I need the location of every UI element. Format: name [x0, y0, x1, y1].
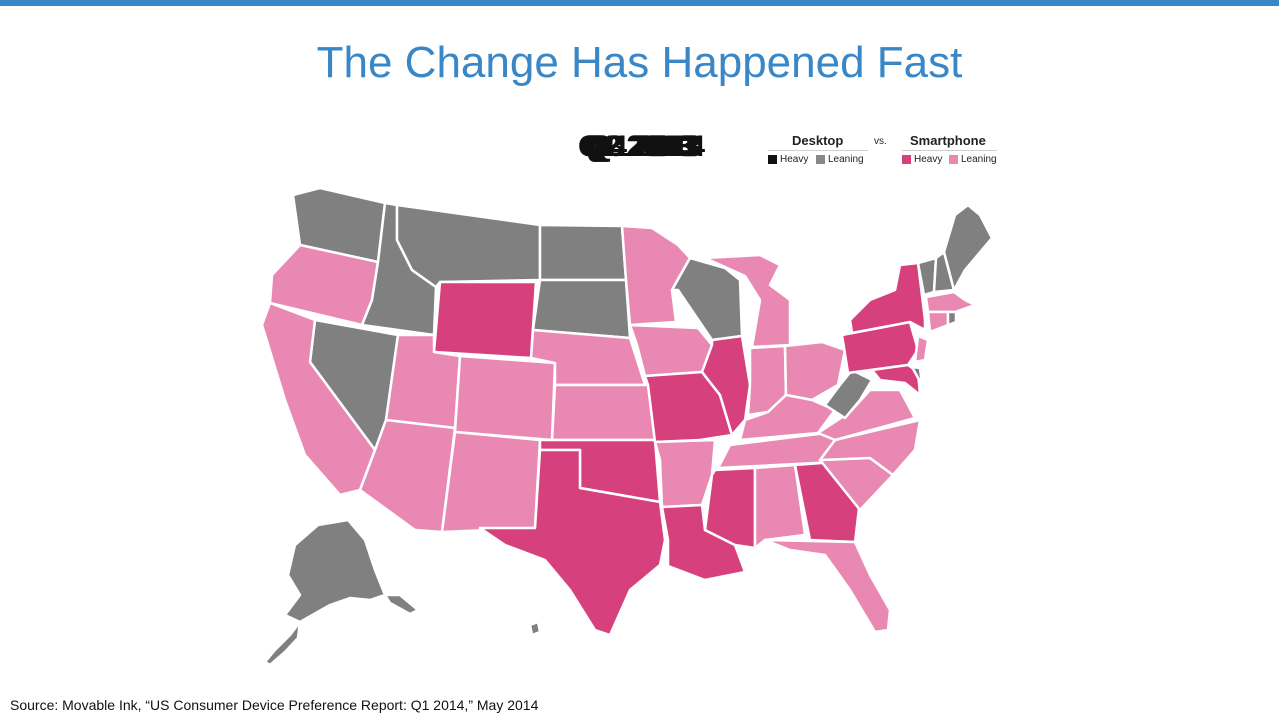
state-california — [260, 301, 377, 497]
state-hawaii — [528, 620, 542, 637]
legend-label: Heavy — [780, 154, 809, 165]
state-new-mexico — [440, 430, 542, 534]
quarter-label-1: Q1 2013 — [578, 130, 694, 163]
state-arkansas — [653, 438, 717, 509]
legend-smartphone-rule — [902, 150, 997, 151]
state-kansas — [550, 383, 657, 442]
us-state-map — [260, 186, 994, 667]
legend-desktop-leaning: Leaning — [816, 154, 864, 165]
top-accent-bar — [0, 0, 1279, 6]
legend-smartphone-title: Smartphone — [910, 133, 986, 148]
state-connecticut — [926, 310, 950, 334]
map-legend: Desktop vs. Smartphone Heavy Leaning Hea… — [760, 130, 1005, 170]
slide-title: The Change Has Happened Fast — [316, 38, 963, 87]
state-kentucky — [738, 393, 837, 442]
state-delaware — [910, 365, 924, 387]
state-alabama — [753, 463, 807, 550]
state-michigan — [703, 253, 792, 349]
legend-label: Heavy — [914, 154, 943, 165]
state-massachusetts — [924, 290, 977, 314]
quarter-label-4: Q4 2013 — [587, 130, 703, 163]
legend-smartphone-heavy: Heavy — [902, 154, 942, 165]
quarter-label-5: Q1 2014 — [590, 130, 706, 163]
legend-desktop-rule — [768, 150, 868, 151]
state-rhode-island — [946, 310, 958, 327]
alaska-panhandle — [383, 593, 420, 616]
alaska-aleutians — [263, 620, 302, 667]
legend-desktop-heavy: Heavy — [768, 154, 808, 165]
legend-label: Leaning — [961, 154, 997, 165]
quarter-label-2: Q2 2013 — [581, 130, 697, 163]
legend-vs: vs. — [874, 136, 887, 147]
legend-swatch — [902, 155, 911, 164]
state-montana — [395, 203, 542, 289]
legend-label: Leaning — [828, 154, 864, 165]
state-maryland — [870, 363, 922, 397]
state-north-dakota — [538, 223, 628, 282]
legend-swatch — [816, 155, 825, 164]
legend-desktop-title: Desktop — [792, 133, 844, 148]
legend-swatch — [768, 155, 777, 164]
quarter-label-3: Q3 2013 — [584, 130, 700, 163]
legend-smartphone-leaning: Leaning — [949, 154, 997, 165]
state-alaska — [283, 518, 387, 624]
state-maine — [942, 203, 994, 292]
state-florida — [763, 538, 892, 634]
state-new-jersey — [913, 334, 930, 364]
state-louisiana — [660, 503, 747, 582]
legend-swatch — [949, 155, 958, 164]
state-texas — [478, 448, 667, 637]
state-south-dakota — [531, 278, 632, 340]
state-colorado — [453, 354, 557, 442]
state-illinois — [700, 334, 752, 437]
source-note: Source: Movable Ink, “US Consumer Device… — [10, 697, 539, 713]
quarter-label-stack: Q1 2013 Q2 2013 Q3 2013 Q4 2013 Q1 2014 — [578, 130, 713, 174]
state-new-york — [848, 261, 927, 335]
state-north-carolina — [818, 418, 922, 477]
state-iowa — [628, 323, 714, 378]
state-wyoming — [432, 280, 538, 360]
state-west-virginia — [823, 368, 874, 420]
